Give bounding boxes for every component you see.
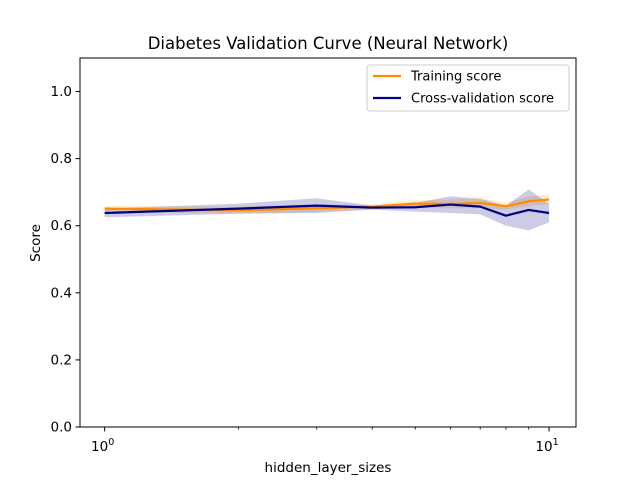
- line-series-1: [104, 198, 550, 212]
- tick-marks: 0.0 0.2 0.4 0.6 0.8 1.0 100 101: [51, 84, 559, 455]
- y-tick-label: 0.8: [51, 151, 72, 167]
- y-tick-label: 1.0: [51, 84, 72, 100]
- legend-box: [366, 64, 570, 112]
- series-lines: [104, 198, 550, 217]
- x-tick-label: 100: [91, 437, 114, 455]
- plot-frame: [79, 57, 577, 428]
- y-tick-label: 0.2: [51, 352, 72, 368]
- legend-label-1: Training score: [410, 70, 501, 85]
- legend: Training score Cross-validation score: [366, 64, 570, 112]
- x-tick-label: 101: [535, 437, 558, 455]
- legend-label-2: Cross-validation score: [411, 92, 554, 107]
- y-tick-label: 0.0: [51, 420, 72, 436]
- y-axis-label: Score: [28, 224, 44, 262]
- line-series-2: [104, 203, 550, 217]
- y-tick-label: 0.6: [51, 218, 72, 234]
- y-tick-label: 0.4: [51, 285, 72, 301]
- x-axis-label: hidden_layer_sizes: [265, 460, 392, 476]
- band-series-2: [104, 189, 550, 231]
- chart-title: Diabetes Validation Curve (Neural Networ…: [148, 34, 509, 53]
- axes: [79, 57, 577, 428]
